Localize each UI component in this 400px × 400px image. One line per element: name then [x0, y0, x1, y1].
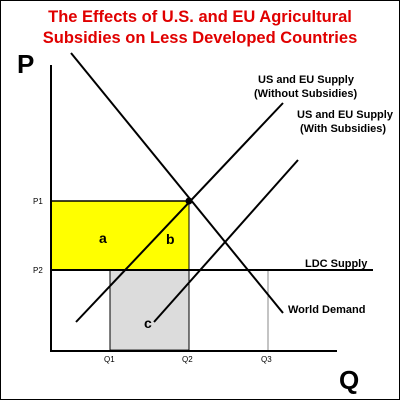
- area-ab-rectangle: [51, 201, 189, 270]
- tick-q3: Q3: [261, 355, 272, 364]
- area-a-label: a: [99, 230, 107, 246]
- area-b-label: b: [166, 231, 175, 247]
- area-c-rectangle: [109, 269, 190, 351]
- supply-without-label-2: (Without Subsidies): [254, 88, 358, 100]
- world-demand-label: World Demand: [288, 304, 365, 316]
- tick-p2: P2: [33, 266, 43, 275]
- supply-without-label-1: US and EU Supply: [258, 74, 355, 86]
- title-line-1: The Effects of U.S. and EU Agricultural: [48, 8, 352, 26]
- supply-with-subsidies-line: [153, 159, 299, 323]
- diagram-title: The Effects of U.S. and EU Agricultural …: [1, 7, 399, 49]
- ldc-supply-label: LDC Supply: [305, 258, 368, 270]
- supply-with-label-2: (With Subsidies): [300, 123, 386, 135]
- tick-q2: Q2: [182, 355, 193, 364]
- supply-with-label-1: US and EU Supply: [297, 109, 394, 121]
- tick-p1: P1: [33, 197, 43, 206]
- supply-without-subsidies-line: [75, 102, 284, 323]
- title-line-2: Subsidies on Less Developed Countries: [42, 29, 358, 47]
- area-c-label: c: [144, 315, 152, 331]
- world-demand-line: [70, 52, 284, 314]
- y-axis-label: P: [17, 49, 34, 79]
- equilibrium-point: [185, 197, 193, 205]
- x-axis-label: Q: [339, 365, 359, 395]
- tick-q1: Q1: [104, 355, 115, 364]
